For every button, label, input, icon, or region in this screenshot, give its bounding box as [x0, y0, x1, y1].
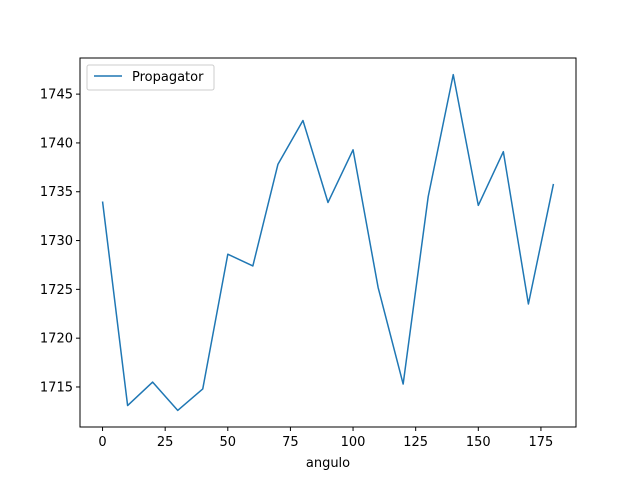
- y-tick-label: 1735: [40, 185, 73, 200]
- y-tick-label: 1720: [40, 332, 73, 347]
- y-tick-label: 1740: [40, 136, 73, 151]
- x-axis-label: angulo: [306, 456, 350, 471]
- y-axis: 1715 1720 1725 1730 1735 1740 1745: [40, 88, 80, 395]
- legend-label: Propagator: [132, 70, 204, 85]
- x-tick-label: 75: [282, 435, 299, 450]
- y-tick-label: 1730: [40, 234, 73, 249]
- x-tick-label: 175: [529, 435, 554, 450]
- series-line-propagator: [101, 73, 555, 412]
- legend: Propagator: [86, 64, 215, 91]
- y-tick-label: 1725: [40, 283, 73, 298]
- x-tick-label: 100: [341, 435, 366, 450]
- plot-area: [80, 58, 576, 427]
- x-tick-label: 25: [157, 435, 174, 450]
- y-tick-label: 1745: [40, 88, 73, 103]
- x-tick-label: 125: [403, 435, 428, 450]
- x-axis: 0 25 50 75 100 125 150 175: [98, 427, 553, 450]
- plot-frame: [79, 57, 577, 428]
- x-tick-label: 50: [220, 435, 237, 450]
- x-tick-label: 150: [466, 435, 491, 450]
- series-layer: [101, 73, 555, 412]
- legend-box: [86, 64, 215, 91]
- x-tick-label: 0: [98, 435, 106, 450]
- y-tick-label: 1715: [40, 380, 73, 395]
